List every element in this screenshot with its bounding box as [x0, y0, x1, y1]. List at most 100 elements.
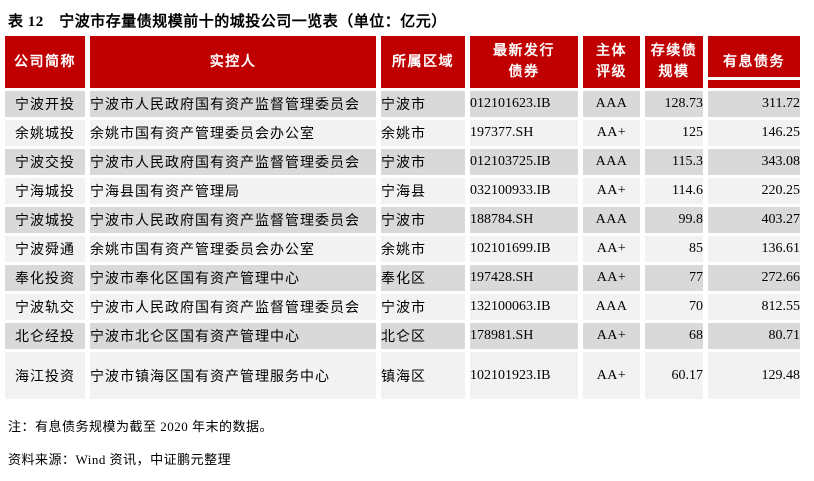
- col-header-region-label: 所属区域: [392, 54, 454, 70]
- cell-bond: 012103725.IB: [470, 149, 578, 175]
- cell-region: 余姚市: [381, 236, 465, 262]
- cell-scale: 115.3: [645, 149, 703, 175]
- cell-bond: 197428.SH: [470, 265, 578, 291]
- cell-bond: 132100063.IB: [470, 294, 578, 320]
- cell-rating: AA+: [583, 352, 640, 399]
- table-title: 表 12 宁波市存量债规模前十的城投公司一览表（单位：亿元）: [8, 14, 447, 30]
- col-header-debt: 有息债务: [708, 36, 800, 88]
- cell-scale: 114.6: [645, 178, 703, 204]
- cell-rating: AAA: [583, 91, 640, 117]
- cell-region: 北仑区: [381, 323, 465, 349]
- table-row: 宁波开投 宁波市人民政府国有资产监督管理委员会 宁波市 012101623.IB…: [5, 91, 800, 117]
- cell-bond: 178981.SH: [470, 323, 578, 349]
- cell-scale: 60.17: [645, 352, 703, 399]
- cell-controller: 宁波市北仑区国有资产管理中心: [90, 323, 376, 349]
- cell-debt: 272.66: [708, 265, 800, 291]
- cell-region: 奉化区: [381, 265, 465, 291]
- cell-controller: 宁波市人民政府国有资产监督管理委员会: [90, 294, 376, 320]
- col-header-region: 所属区域: [381, 36, 465, 88]
- col-header-bond: 最新发行 债券: [470, 36, 578, 88]
- cell-company: 宁波轨交: [5, 294, 85, 320]
- cell-controller: 宁海县国有资产管理局: [90, 178, 376, 204]
- data-source: 资料来源：Wind 资讯，中证鹏元整理: [8, 452, 232, 467]
- cell-company: 宁波交投: [5, 149, 85, 175]
- cell-scale: 99.8: [645, 207, 703, 233]
- header-divider-line: [708, 77, 800, 80]
- table-row: 宁海城投 宁海县国有资产管理局 宁海县 032100933.IB AA+ 114…: [5, 178, 800, 204]
- table-row: 宁波交投 宁波市人民政府国有资产监督管理委员会 宁波市 012103725.IB…: [5, 149, 800, 175]
- cell-debt: 129.48: [708, 352, 800, 399]
- cell-debt: 812.55: [708, 294, 800, 320]
- cell-debt: 146.25: [708, 120, 800, 146]
- cell-rating: AA+: [583, 178, 640, 204]
- cell-bond: 197377.SH: [470, 120, 578, 146]
- col-header-rating-line1: 主体: [596, 44, 627, 59]
- cell-rating: AA+: [583, 323, 640, 349]
- cell-rating: AAA: [583, 207, 640, 233]
- cell-debt: 220.25: [708, 178, 800, 204]
- cell-region: 余姚市: [381, 120, 465, 146]
- table-row: 海江投资 宁波市镇海区国有资产管理服务中心 镇海区 102101923.IB A…: [5, 352, 800, 399]
- cell-scale: 85: [645, 236, 703, 262]
- cell-company: 北仑经投: [5, 323, 85, 349]
- table-row: 宁波城投 宁波市人民政府国有资产监督管理委员会 宁波市 188784.SH AA…: [5, 207, 800, 233]
- cell-rating: AA+: [583, 236, 640, 262]
- cell-controller: 余姚市国有资产管理委员会办公室: [90, 120, 376, 146]
- col-header-bond-line1: 最新发行: [493, 44, 555, 59]
- cell-bond: 012101623.IB: [470, 91, 578, 117]
- cell-scale: 70: [645, 294, 703, 320]
- cell-debt: 311.72: [708, 91, 800, 117]
- table-row: 余姚城投 余姚市国有资产管理委员会办公室 余姚市 197377.SH AA+ 1…: [5, 120, 800, 146]
- cell-rating: AAA: [583, 294, 640, 320]
- cell-rating: AAA: [583, 149, 640, 175]
- col-header-scale-line1: 存续债: [650, 44, 698, 59]
- cell-region: 宁海县: [381, 178, 465, 204]
- col-header-company: 公司简称: [5, 36, 85, 88]
- header-row: 公司简称 实控人 所属区域 最新发行 债券 主体 评级 存续债 规模 有息债务: [5, 36, 800, 88]
- cell-company: 奉化投资: [5, 265, 85, 291]
- cell-company: 宁海城投: [5, 178, 85, 204]
- cell-region: 宁波市: [381, 91, 465, 117]
- col-header-bond-line2: 债券: [508, 65, 540, 80]
- col-header-controller-label: 实控人: [209, 54, 257, 70]
- cell-controller: 余姚市国有资产管理委员会办公室: [90, 236, 376, 262]
- table-row: 宁波舜通 余姚市国有资产管理委员会办公室 余姚市 102101699.IB AA…: [5, 236, 800, 262]
- cell-company: 宁波舜通: [5, 236, 85, 262]
- cell-debt: 80.71: [708, 323, 800, 349]
- table-row: 北仑经投 宁波市北仑区国有资产管理中心 北仑区 178981.SH AA+ 68…: [5, 323, 800, 349]
- cell-bond: 188784.SH: [470, 207, 578, 233]
- cell-region: 宁波市: [381, 207, 465, 233]
- cell-debt: 343.08: [708, 149, 800, 175]
- col-header-scale-line2: 规模: [658, 65, 690, 80]
- debt-table: 公司简称 实控人 所属区域 最新发行 债券 主体 评级 存续债 规模 有息债务: [0, 33, 805, 402]
- col-header-debt-label: 有息债务: [723, 54, 785, 70]
- cell-bond: 102101699.IB: [470, 236, 578, 262]
- col-header-rating: 主体 评级: [583, 36, 640, 88]
- cell-company: 宁波城投: [5, 207, 85, 233]
- cell-rating: AA+: [583, 265, 640, 291]
- col-header-rating-line2: 评级: [596, 65, 627, 80]
- cell-region: 宁波市: [381, 294, 465, 320]
- col-header-controller: 实控人: [90, 36, 376, 88]
- table-row: 奉化投资 宁波市奉化区国有资产管理中心 奉化区 197428.SH AA+ 77…: [5, 265, 800, 291]
- footnote: 注：有息债务规模为截至 2020 年末的数据。: [8, 419, 274, 434]
- cell-company: 海江投资: [5, 352, 85, 399]
- col-header-company-label: 公司简称: [14, 54, 76, 70]
- cell-bond: 032100933.IB: [470, 178, 578, 204]
- cell-bond: 102101923.IB: [470, 352, 578, 399]
- cell-controller: 宁波市镇海区国有资产管理服务中心: [90, 352, 376, 399]
- cell-controller: 宁波市人民政府国有资产监督管理委员会: [90, 91, 376, 117]
- cell-controller: 宁波市人民政府国有资产监督管理委员会: [90, 207, 376, 233]
- cell-controller: 宁波市奉化区国有资产管理中心: [90, 265, 376, 291]
- cell-scale: 68: [645, 323, 703, 349]
- table-row: 宁波轨交 宁波市人民政府国有资产监督管理委员会 宁波市 132100063.IB…: [5, 294, 800, 320]
- col-header-scale: 存续债 规模: [645, 36, 703, 88]
- cell-rating: AA+: [583, 120, 640, 146]
- cell-region: 镇海区: [381, 352, 465, 399]
- cell-scale: 125: [645, 120, 703, 146]
- cell-debt: 403.27: [708, 207, 800, 233]
- cell-scale: 128.73: [645, 91, 703, 117]
- cell-controller: 宁波市人民政府国有资产监督管理委员会: [90, 149, 376, 175]
- cell-debt: 136.61: [708, 236, 800, 262]
